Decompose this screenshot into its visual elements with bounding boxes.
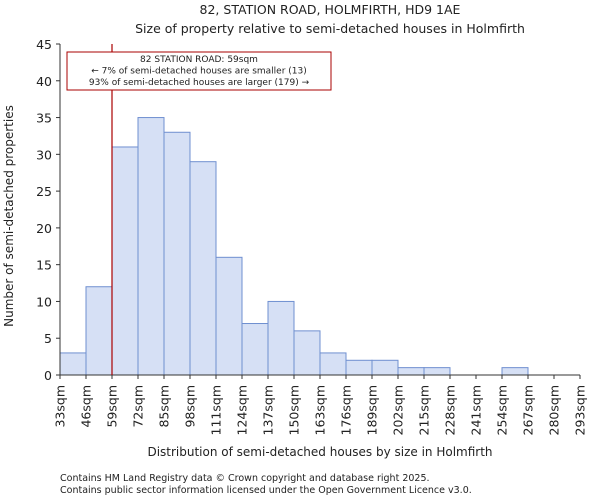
bars xyxy=(59,117,529,376)
bar-59sqm xyxy=(111,146,139,376)
marker-annotation-line: ← 7% of semi-detached houses are smaller… xyxy=(91,67,307,77)
bar-85sqm xyxy=(163,131,191,376)
bar-72sqm xyxy=(137,117,165,376)
x-tick-label: 85sqm xyxy=(157,385,172,428)
chart-title-line2: Size of property relative to semi-detach… xyxy=(135,21,525,36)
bar-137sqm xyxy=(267,300,295,376)
x-tick-label: 189sqm xyxy=(365,385,380,435)
x-tick-label: 163sqm xyxy=(313,385,328,435)
x-tick-label: 46sqm xyxy=(79,385,94,428)
footer-line1: Contains HM Land Registry data © Crown c… xyxy=(60,473,430,484)
y-tick-label: 35 xyxy=(36,111,52,126)
bar-98sqm xyxy=(189,161,217,376)
bar-150sqm xyxy=(293,330,321,376)
x-tick-label: 124sqm xyxy=(235,385,250,435)
marker-annotation-line: 93% of semi-detached houses are larger (… xyxy=(89,78,310,88)
marker-annotation-line: 82 STATION ROAD: 59sqm xyxy=(140,55,258,65)
y-tick-label: 25 xyxy=(36,184,52,199)
bar-46sqm xyxy=(85,286,113,376)
x-tick-label: 137sqm xyxy=(261,385,276,435)
x-tick-label: 202sqm xyxy=(391,385,406,435)
x-tick-label: 254sqm xyxy=(495,385,510,435)
y-tick-label: 20 xyxy=(36,221,52,236)
bar-176sqm xyxy=(345,359,373,376)
x-tick-label: 59sqm xyxy=(105,385,120,428)
y-tick-label: 10 xyxy=(36,294,52,309)
marker-annotation-box xyxy=(66,51,332,91)
y-tick-label: 30 xyxy=(36,147,52,162)
bar-254sqm xyxy=(501,367,529,376)
x-tick-label: 150sqm xyxy=(287,385,302,435)
bar-163sqm xyxy=(319,352,347,376)
bar-111sqm xyxy=(215,256,243,376)
x-tick-label: 176sqm xyxy=(339,385,354,435)
x-tick-label: 111sqm xyxy=(209,385,224,435)
bar-124sqm xyxy=(241,323,269,376)
y-tick-label: 0 xyxy=(44,368,52,383)
x-ticks: 33sqm 46sqm 59sqm 72sqm 85sqm 98sqm 111sqm 124s… xyxy=(53,375,588,435)
x-tick-label: 98sqm xyxy=(183,385,198,428)
x-tick-label: 293sqm xyxy=(573,385,588,435)
y-tick-label: 45 xyxy=(36,37,52,52)
bar-189sqm xyxy=(371,359,399,376)
x-axis-label: Distribution of semi-detached houses by … xyxy=(147,445,492,459)
property-marker: 82 STATION ROAD: 59sqm ← 7% of semi-detac… xyxy=(66,44,332,375)
x-tick-label: 228sqm xyxy=(443,385,458,435)
bar-215sqm xyxy=(423,367,451,376)
y-tick-label: 15 xyxy=(36,258,52,273)
x-tick-label: 33sqm xyxy=(53,385,68,428)
y-tick-label: 5 xyxy=(44,331,52,346)
x-tick-label: 241sqm xyxy=(469,385,484,435)
y-ticks: 0 5 10 15 20 25 30 35 40 45 xyxy=(36,37,60,383)
x-tick-label: 267sqm xyxy=(521,385,536,435)
bar-202sqm xyxy=(397,367,425,376)
bar-33sqm xyxy=(59,352,87,376)
chart-title-line1: 82, STATION ROAD, HOLMFIRTH, HD9 1AE xyxy=(200,2,461,17)
footer-line2: Contains public sector information licen… xyxy=(60,485,472,496)
y-axis-label: Number of semi-detached properties xyxy=(2,105,16,327)
x-tick-label: 72sqm xyxy=(131,385,146,428)
x-tick-label: 280sqm xyxy=(547,385,562,435)
x-tick-label: 215sqm xyxy=(417,385,432,435)
y-tick-label: 40 xyxy=(36,74,52,89)
